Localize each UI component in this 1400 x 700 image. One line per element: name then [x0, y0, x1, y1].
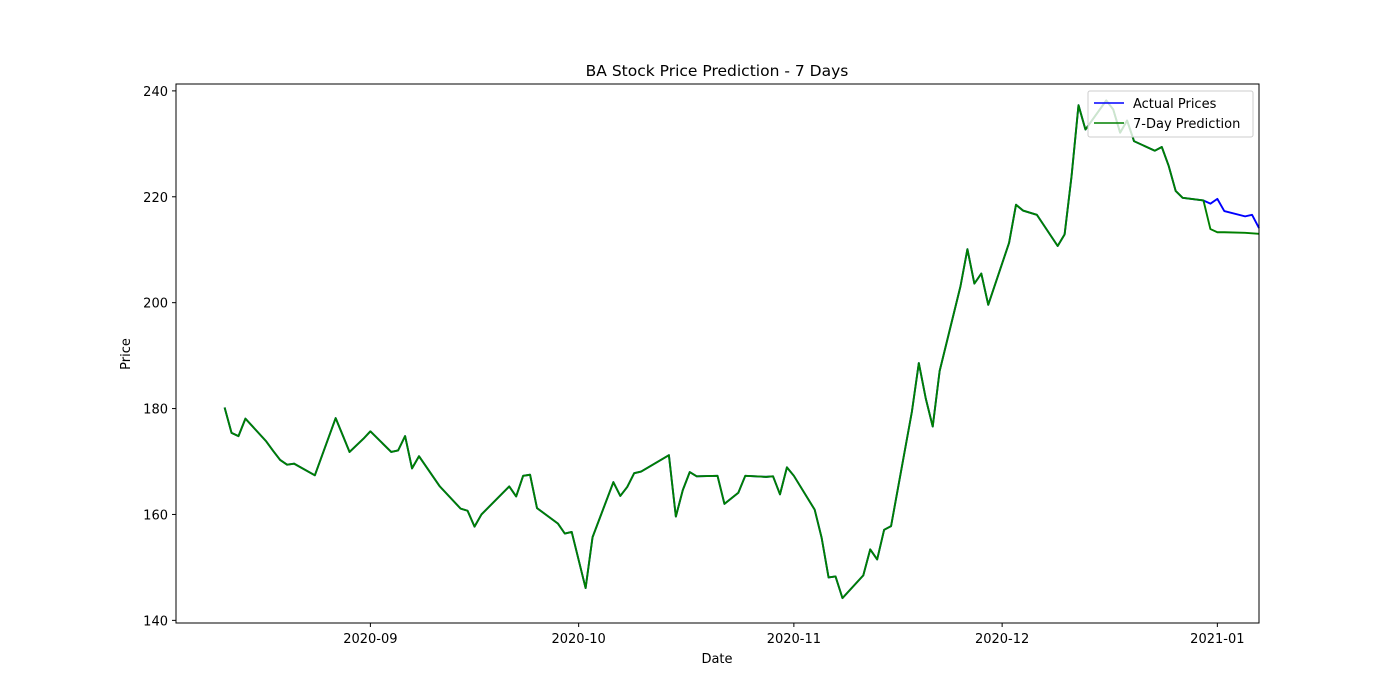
- y-tick-label: 160: [143, 508, 168, 523]
- plot-frame: [175, 83, 1260, 624]
- y-tick-label: 180: [143, 403, 168, 418]
- y-axis: 140 160 180 200 220 240: [143, 85, 176, 629]
- chart-title: BA Stock Price Prediction - 7 Days: [586, 62, 849, 80]
- y-tick-label: 140: [143, 614, 168, 629]
- x-tick-label: 2020-11: [767, 632, 821, 647]
- x-tick-label: 2021-01: [1190, 632, 1244, 647]
- legend-label-7-day-prediction: 7-Day Prediction: [1133, 117, 1240, 132]
- x-tick-label: 2020-09: [343, 632, 397, 647]
- legend-label-actual-prices: Actual Prices: [1133, 97, 1217, 112]
- y-tick-label: 200: [143, 297, 168, 312]
- y-tick-label: 220: [143, 191, 168, 206]
- x-axis: 2020-09 2020-10 2020-11 2020-12 2021-01: [343, 623, 1245, 647]
- legend-box: [1087, 90, 1254, 138]
- y-tick-label: 240: [143, 85, 168, 100]
- x-tick-label: 2020-12: [975, 632, 1029, 647]
- y-axis-label: Price: [119, 338, 134, 370]
- legend: Actual Prices 7-Day Prediction: [1087, 90, 1254, 138]
- x-tick-label: 2020-10: [551, 632, 605, 647]
- x-axis-label: Date: [701, 652, 732, 667]
